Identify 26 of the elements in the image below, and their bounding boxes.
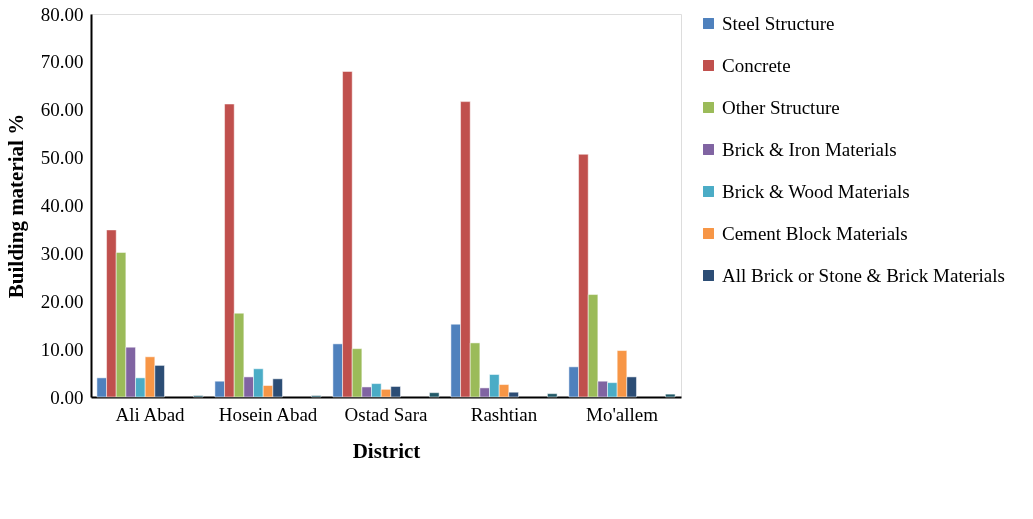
x-tick-label: Hosein Abad [218, 403, 318, 425]
legend-label: All Brick or Stone & Brick Materials [722, 264, 1005, 286]
bar [665, 393, 676, 398]
y-tick-label: 50.00 [40, 147, 84, 169]
y-tick-label: 0.00 [50, 386, 84, 408]
y-tick-label: 80.00 [40, 3, 84, 25]
y-tick-label: 40.00 [40, 195, 84, 216]
x-tick-label: Ali Abad [115, 403, 186, 425]
y-tick-label: 60.00 [40, 99, 84, 121]
x-tick-label: Ostad Sara [344, 403, 428, 425]
x-axis-title: District [352, 438, 421, 463]
bar [429, 392, 440, 398]
legend-label: Cement Block Materials [722, 222, 908, 244]
legend-label: Brick & Iron Materials [722, 138, 897, 160]
y-axis-title: Building material % [3, 113, 28, 299]
y-tick-label: 30.00 [40, 242, 84, 264]
y-tick-label: 10.00 [40, 338, 84, 360]
y-tick-label: 70.00 [40, 51, 84, 73]
y-tick-label: 20.00 [40, 290, 84, 312]
legend-label: Brick & Wood Materials [722, 180, 910, 202]
legend-label: Other Structure [722, 96, 840, 118]
x-tick-label: Rashtian [470, 403, 538, 425]
legend-label: Concrete [722, 54, 791, 76]
x-tick-label: Mo'allem [585, 403, 659, 425]
legend-label: Steel Structure [722, 12, 835, 34]
bar [547, 393, 558, 398]
